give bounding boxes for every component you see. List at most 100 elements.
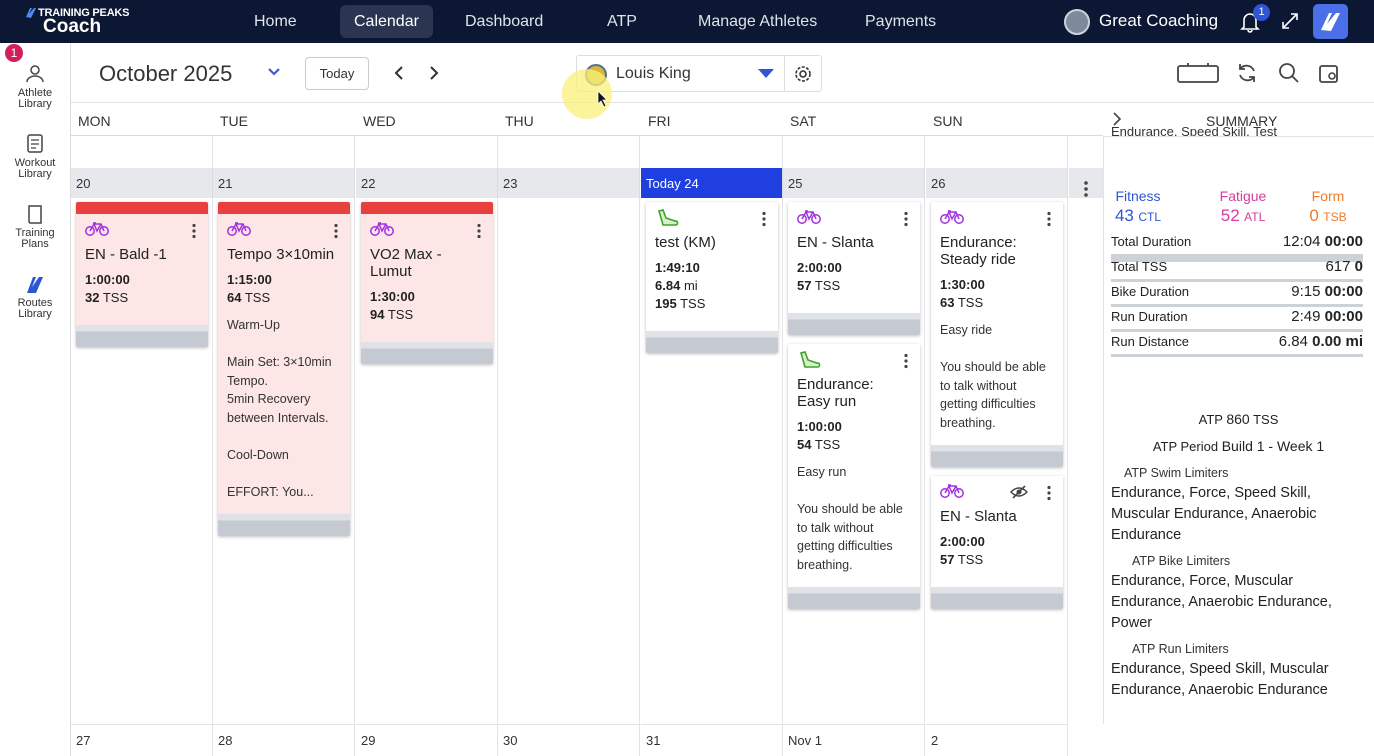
day-cell [71,198,213,724]
sidebar-item[interactable]: Workout Library [14,157,56,180]
workout-card[interactable]: EN - Slanta 2:00:00 57 TSS [931,475,1063,609]
day-workouts: EN - Slanta 2:00:00 57 TSS Endurance: Easy … [783,198,925,609]
workout-duration: 2:00:00 [940,533,985,549]
view-icon[interactable] [1176,62,1220,84]
week-day-label: 23 [503,176,518,191]
sidebar-item[interactable]: Routes Library [17,297,53,320]
account-avatar[interactable] [1064,9,1090,35]
workout-card[interactable]: Endurance: Easy run 1:00:00 54 TSS Easy run… [788,344,920,609]
sport-icon [797,209,821,230]
sidebar-badge: 1 [5,44,23,62]
nav-item[interactable]: Calendar [340,5,433,38]
card-menu[interactable] [761,211,767,232]
week-day-header [783,168,925,198]
search-icon[interactable] [1278,62,1300,84]
athlete-selector[interactable]: Louis King [576,55,822,92]
chevron [1113,112,1122,126]
bike-icon [370,222,394,236]
bell-icon[interactable] [1240,11,1260,33]
metric-label: Fitness [1115,188,1161,204]
workout-card[interactable]: EN - Bald -1 1:00:00 32 TSS [76,202,208,347]
summary-row: Bike Duration 9:15 00:00 [1111,283,1363,303]
workout-title: Endurance: Steady ride [940,234,1017,268]
status-bar [218,202,350,214]
next-button[interactable] [428,65,440,81]
week-day-header [641,168,783,198]
card-menu[interactable] [476,223,482,244]
metric-value: 0 TSB [1268,206,1374,226]
workout-duration: 1:30:00 [940,277,985,292]
week-menu[interactable] [1083,180,1089,205]
card-menu[interactable] [333,223,339,244]
next-week-cell [498,724,640,756]
workout-title: EN - Bald -1 [85,246,167,263]
tss-value: 63 [940,295,955,310]
calendar-settings-icon[interactable] [1318,62,1340,84]
next-week-cell [356,724,498,756]
row-progress [1111,329,1363,332]
card-menu[interactable] [903,353,909,374]
expand-icon[interactable] [1280,11,1300,31]
sidebar-icon[interactable] [24,203,46,225]
run-icon [658,209,679,226]
settings-icon[interactable] [793,64,813,84]
status-bar [361,202,493,214]
month-dropdown[interactable] [267,67,281,77]
nav-item[interactable]: Payments [865,13,937,30]
workout-duration: 1:49:10 [655,260,700,275]
weekday: THU [505,113,534,129]
sidebar-icon[interactable] [24,63,46,85]
sidebar-icon[interactable] [24,273,46,295]
description-paragraph: You should be able to talk without getti… [797,502,903,572]
weekday: SAT [790,113,817,129]
workout-card[interactable]: Tempo 3×10min 1:15:00 64 TSS Warm-Up Main Se… [218,202,350,536]
notification-badge: 1 [1253,4,1270,21]
row-label: Total Duration [1111,234,1192,249]
app-switcher[interactable] [1313,4,1348,39]
athlete-dropdown [758,69,774,78]
distance-line: 6.84 mi [655,277,769,295]
week-day-label: 22 [361,176,376,191]
prev-button[interactable] [393,65,405,81]
logo-mark [26,8,36,18]
nav-item[interactable]: ATP [607,13,637,30]
workout-title: EN - Slanta [940,507,1017,525]
workout-card[interactable]: Endurance: Steady ride 1:30:00 63 TSS Easy … [931,202,1063,467]
refresh-icon[interactable] [1236,62,1258,84]
card-menu[interactable] [1046,211,1052,232]
row-actual: 9:15 [1291,283,1321,300]
today-button[interactable]: Today [305,57,369,90]
card-header [655,206,769,228]
metric-number: 43 [1114,206,1134,225]
next-week-day: 2 [931,733,939,748]
description-paragraph: Warm-Up [227,318,281,332]
row-label: Total TSS [1111,259,1168,274]
bike-icon [940,210,964,224]
sidebar-item[interactable]: Athlete Library [17,87,53,110]
workout-card[interactable]: EN - Slanta 2:00:00 57 TSS [788,202,920,335]
workout-card[interactable]: test (KM) 1:49:10 6.84 mi 195 TSS [646,202,778,353]
workout-graph [646,331,778,353]
row-progress [1111,254,1363,262]
nav-item[interactable]: Manage Athletes [698,13,818,30]
weekday: TUE [220,113,248,129]
account-name[interactable]: Great Coaching [1099,11,1219,30]
card-body: Endurance: Steady ride 1:30:00 63 TSS Easy … [931,202,1063,439]
workout-duration: 1:00:00 [85,272,130,287]
sidebar-item[interactable]: Training Plans [15,227,55,250]
card-menu[interactable] [903,211,909,232]
card-menu[interactable] [191,223,197,244]
sidebar-icon[interactable] [24,133,46,155]
nav-item[interactable]: Dashboard [465,13,544,30]
tss-line: 64 TSS [227,289,341,307]
workout-card[interactable]: VO2 Max - Lumut 1:30:00 94 TSS [361,202,493,364]
nav-item[interactable]: Home [254,13,297,30]
expand-summary[interactable] [1110,110,1124,128]
metric-label: Fatigue [1219,188,1267,204]
tss-unit: TSS [957,295,984,310]
summary-row: Total Duration 12:04 00:00 [1111,233,1363,253]
tss-line: 63 TSS [940,294,1054,312]
card-menu[interactable] [1046,485,1052,506]
row-value: 12:04 00:00 [1283,233,1363,250]
